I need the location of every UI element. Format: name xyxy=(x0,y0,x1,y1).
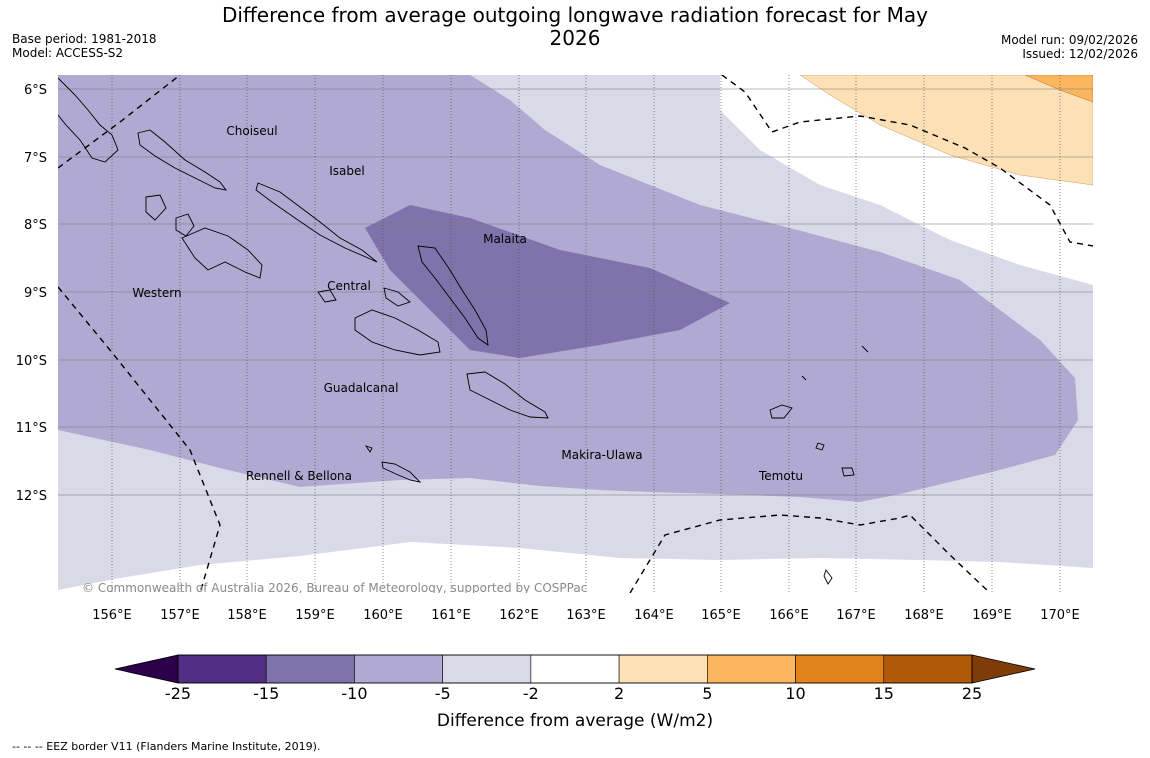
lon-label: 159°E xyxy=(295,608,335,623)
base-period: Base period: 1981-2018 xyxy=(12,32,157,46)
colorbar: -25 -15 -10 -5 -2 2 5 10 15 25 Difference from av… xyxy=(114,654,1036,731)
colorbar-segment xyxy=(354,654,443,684)
colorbar-segment xyxy=(795,654,885,684)
malaita-coast xyxy=(417,245,489,346)
lat-label: 11°S xyxy=(16,421,47,436)
island-coastlines xyxy=(58,77,869,585)
region-label-temotu: Temotu xyxy=(758,469,803,483)
makira-coast xyxy=(466,371,549,419)
province-labels: Choiseul Isabel Malaita Western Central … xyxy=(132,124,803,483)
lon-label: 158°E xyxy=(227,608,267,623)
kolombangara-coast xyxy=(175,213,195,237)
meta-right: Model run: 09/02/2026 Issued: 12/02/2026 xyxy=(1001,33,1138,61)
lon-label: 160°E xyxy=(363,608,403,623)
lon-label: 157°E xyxy=(160,608,200,623)
colorbar-frame xyxy=(177,654,973,684)
model-run: Model run: 09/02/2026 xyxy=(1000,33,1138,47)
colorbar-segment xyxy=(530,654,620,684)
region-label-malaita: Malaita xyxy=(483,232,527,246)
lat-label: 9°S xyxy=(24,286,47,301)
colorbar-segment xyxy=(618,654,708,684)
eez-borders xyxy=(58,75,1093,593)
santa-cruz-coast xyxy=(769,404,793,419)
region-label-western: Western xyxy=(132,286,181,300)
lon-label: 162°E xyxy=(499,608,539,623)
map-area: © Commonwealth of Australia 2026, Bureau… xyxy=(58,75,1093,595)
lon-label: 156°E xyxy=(92,608,132,623)
colorbar-tick-labels: -25 -15 -10 -5 -2 2 5 10 15 25 xyxy=(165,684,982,703)
colorbar-tick-label: -2 xyxy=(523,684,539,703)
guadalcanal-coast xyxy=(354,309,441,356)
colorbar-segment xyxy=(883,654,973,684)
colorbar-segments xyxy=(177,654,973,684)
colorbar-tick-label: 15 xyxy=(874,684,894,703)
region-label-guadalcanal: Guadalcanal xyxy=(324,381,399,395)
colorbar-tick-label: -10 xyxy=(341,684,367,703)
anomaly-band-neutral-south xyxy=(58,542,1093,593)
lon-label: 163°E xyxy=(566,608,606,623)
lat-label: 12°S xyxy=(16,489,47,504)
lon-label: 170°E xyxy=(1040,608,1080,623)
colorbar-segment xyxy=(442,654,532,684)
anomaly-band-plus2-plus5 xyxy=(799,75,1093,186)
lon-label: 168°E xyxy=(904,608,944,623)
reef-islands-coast xyxy=(801,375,807,381)
choiseul-coast xyxy=(137,129,228,191)
lat-label: 6°S xyxy=(24,83,47,98)
copyright-notice: © Commonwealth of Australia 2026, Bureau… xyxy=(82,581,587,595)
utupua-coast xyxy=(815,442,825,451)
colorbar-tick-label: 10 xyxy=(785,684,805,703)
colorbar-extend-high xyxy=(971,654,1036,684)
vella-lavella-coast xyxy=(145,194,167,221)
region-label-rennell-bellona: Rennell & Bellona xyxy=(246,469,352,483)
colorbar-segment xyxy=(707,654,796,684)
meta-left: Base period: 1981-2018 Model: ACCESS-S2 xyxy=(12,32,157,60)
bougainville-coast xyxy=(58,77,119,163)
lon-label: 161°E xyxy=(431,608,471,623)
colorbar-tick-label: 5 xyxy=(702,684,712,703)
bellona-coast xyxy=(364,445,373,453)
region-label-choiseul: Choiseul xyxy=(226,124,277,138)
southern-islet-coast xyxy=(823,569,833,585)
colorbar-tick-label: -25 xyxy=(165,684,191,703)
vanikoro-coast xyxy=(841,467,855,477)
eez-legend: -- -- -- EEZ border V11 (Flanders Marine… xyxy=(12,740,321,753)
colorbar-segment xyxy=(177,654,267,684)
new-georgia-coast xyxy=(181,227,263,279)
lon-label: 169°E xyxy=(972,608,1012,623)
issued-date: Issued: 12/02/2026 xyxy=(1022,47,1138,61)
colorbar-tick-label: -5 xyxy=(435,684,451,703)
region-label-makira-ulawa: Makira-Ulawa xyxy=(561,448,642,462)
model-name: Model: ACCESS-S2 xyxy=(12,46,124,60)
rennell-coast xyxy=(381,461,422,483)
colorbar-tick-label: 2 xyxy=(614,684,624,703)
lat-label: 10°S xyxy=(16,354,47,369)
anomaly-band-minus15-minus10 xyxy=(365,205,730,358)
nggela-coast xyxy=(317,289,337,303)
isabel-coast xyxy=(255,182,378,263)
longitude-gridlines xyxy=(111,75,1061,593)
lat-label: 7°S xyxy=(24,151,47,166)
region-label-isabel: Isabel xyxy=(329,164,364,178)
map-title: Difference from average outgoing longwav… xyxy=(222,3,928,50)
colorbar-segment xyxy=(265,654,355,684)
lat-label: 8°S xyxy=(24,218,47,233)
colorbar-title: Difference from average (W/m2) xyxy=(437,711,713,731)
latitude-gridlines xyxy=(58,88,1093,496)
colorbar-extend-low xyxy=(114,654,179,684)
lon-label: 166°E xyxy=(769,608,809,623)
lon-label: 165°E xyxy=(701,608,741,623)
lon-label: 167°E xyxy=(836,608,876,623)
colorbar-tick-label: -15 xyxy=(253,684,279,703)
lon-label: 164°E xyxy=(634,608,674,623)
anomaly-band-plus5-plus10 xyxy=(1024,75,1093,103)
longitude-labels: 156°E 157°E 158°E 159°E 160°E 161°E 162°… xyxy=(92,608,1080,623)
central-islet-coast xyxy=(383,287,411,307)
latitude-labels: 6°S 7°S 8°S 9°S 10°S 11°S 12°S xyxy=(16,83,47,504)
sikaiana-coast xyxy=(861,345,869,353)
colorbar-tick-label: 25 xyxy=(962,684,982,703)
region-label-central: Central xyxy=(327,279,371,293)
